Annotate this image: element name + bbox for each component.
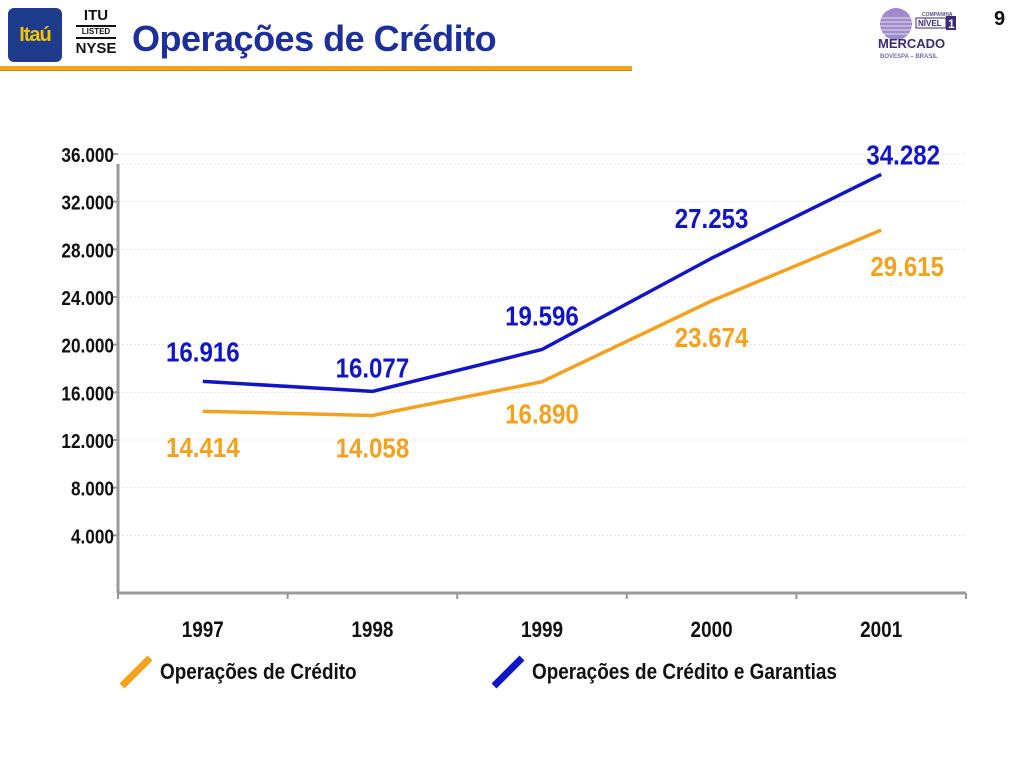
title-underline bbox=[0, 66, 632, 71]
nyse-badge-exchange: NYSE bbox=[75, 40, 117, 57]
legend-item-operacoes-credito: Operações de Crédito bbox=[114, 652, 389, 692]
data-label: 16.077 bbox=[336, 352, 410, 384]
data-label: 29.615 bbox=[870, 250, 944, 282]
y-tick-label: 28.000 bbox=[61, 239, 114, 262]
itau-logo: Itaú bbox=[8, 8, 62, 62]
page-number: 9 bbox=[994, 8, 1006, 30]
legend-label-garantias: Operações de Crédito e Garantias bbox=[532, 659, 837, 684]
x-tick-label: 1998 bbox=[351, 618, 393, 643]
series-line-garantias bbox=[202, 172, 882, 394]
logo-nivel: NÍVEL bbox=[918, 19, 942, 28]
x-axis-tick-labels: 1997 1998 1999 2000 2001 bbox=[182, 618, 902, 643]
y-tick-label: 36.000 bbox=[61, 144, 114, 167]
series-line-credito bbox=[202, 228, 882, 418]
logo-mercado: MERCADO bbox=[878, 36, 945, 51]
nyse-badge-ticker: ITU bbox=[83, 7, 109, 24]
data-labels: 14.414 14.058 16.890 23.674 29.615 16.916 16.0… bbox=[166, 139, 944, 464]
data-label: 23.674 bbox=[675, 321, 749, 353]
x-tick-label: 1997 bbox=[182, 618, 224, 643]
nyse-badge-listed: LISTED bbox=[76, 25, 116, 39]
y-tick-label: 20.000 bbox=[61, 334, 114, 357]
legend-item-operacoes-garantias: Operações de Crédito e Garantias bbox=[486, 652, 887, 692]
slide-header: Itaú ITU LISTED NYSE Operações de Crédit… bbox=[0, 0, 1024, 80]
legend-label-credito: Operações de Crédito bbox=[160, 659, 357, 684]
y-tick-label: 32.000 bbox=[61, 191, 114, 214]
y-tick-label: 4.000 bbox=[71, 525, 114, 548]
legend-swatch-credito bbox=[119, 655, 153, 689]
x-tick-label: 1999 bbox=[521, 618, 563, 643]
globe-icon bbox=[880, 8, 912, 40]
series-lines bbox=[202, 172, 882, 418]
data-label: 19.596 bbox=[505, 300, 579, 332]
nyse-listed-badge: ITU LISTED NYSE bbox=[74, 8, 118, 64]
x-tick-label: 2000 bbox=[691, 618, 733, 643]
chart-gridlines bbox=[118, 153, 966, 536]
bovespa-nivel1-logo: COMPANHIA NÍVEL 1 MERCADO BOVESPA – BRAS… bbox=[878, 8, 956, 60]
data-label: 16.890 bbox=[505, 398, 579, 430]
logo-nivel-number: 1 bbox=[948, 17, 955, 31]
data-label: 27.253 bbox=[675, 203, 749, 235]
data-label: 14.058 bbox=[336, 432, 410, 464]
data-label: 14.414 bbox=[166, 431, 240, 463]
logo-companhia: COMPANHIA bbox=[922, 12, 953, 18]
data-label: 34.282 bbox=[866, 139, 940, 171]
y-tick-label: 16.000 bbox=[61, 382, 114, 405]
y-tick-label: 24.000 bbox=[61, 287, 114, 310]
x-tick-label: 2001 bbox=[860, 618, 902, 643]
chart-axes bbox=[112, 153, 967, 599]
data-label: 16.916 bbox=[166, 336, 240, 368]
y-axis-tick-labels: 4.000 8.000 12.000 16.000 20.000 24.000 28.000… bbox=[61, 144, 114, 548]
itau-logo-text: Itaú bbox=[19, 23, 52, 46]
y-tick-label: 12.000 bbox=[61, 430, 114, 453]
page-title: Operações de Crédito bbox=[132, 18, 497, 59]
y-tick-label: 8.000 bbox=[71, 477, 114, 500]
logo-bovespa: BOVESPA – BRASIL bbox=[880, 54, 938, 60]
legend-swatch-garantias bbox=[491, 655, 525, 689]
